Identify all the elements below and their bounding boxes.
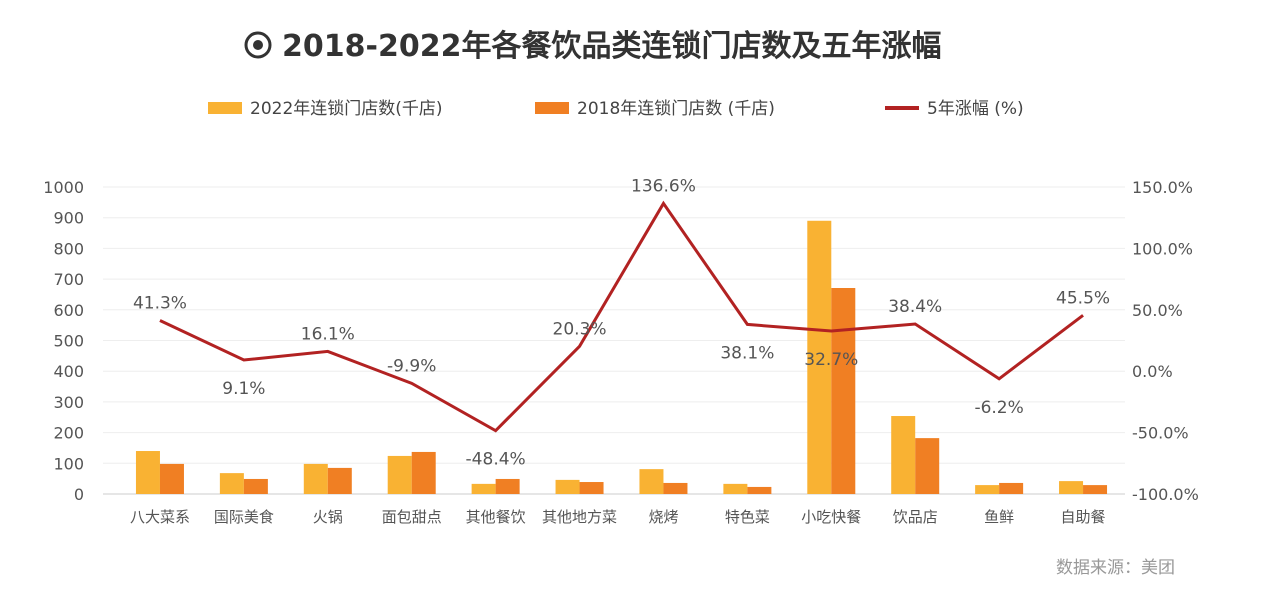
bar-2018 (159, 463, 184, 494)
bar-2018 (243, 478, 268, 494)
left-axis-tick-label: 700 (53, 270, 84, 289)
bar-2022 (723, 483, 748, 494)
growth-data-label: 38.1% (720, 343, 774, 363)
bar-2018 (999, 482, 1024, 494)
growth-data-label: 45.5% (1056, 288, 1110, 308)
bar-2022 (471, 483, 496, 494)
category-label: 烧烤 (648, 508, 678, 526)
bar-2022 (891, 416, 916, 494)
bar-2022 (555, 479, 580, 494)
bar-2022 (135, 451, 160, 494)
bar-2018 (411, 451, 436, 494)
bar-2022 (219, 473, 244, 494)
right-axis-tick-label: 150.0% (1132, 178, 1193, 197)
bar-2018 (495, 478, 520, 494)
growth-data-label: 136.6% (631, 176, 696, 196)
category-label: 其他餐饮 (466, 508, 526, 526)
bars (135, 220, 1108, 494)
bar-2018 (579, 482, 604, 494)
source-note: 数据来源：美团 (1056, 558, 1175, 578)
left-axis-tick-label: 400 (53, 362, 84, 381)
category-label: 小吃快餐 (801, 508, 861, 526)
category-label: 自助餐 (1061, 508, 1106, 526)
growth-data-label: -9.9% (387, 356, 436, 376)
legend-swatch-1 (535, 102, 569, 114)
left-axis-tick-label: 300 (53, 393, 84, 412)
bar-2022 (807, 220, 832, 494)
right-axis-tick-label: 100.0% (1132, 239, 1193, 258)
legend-swatch-0 (208, 102, 242, 114)
target-dot-icon (253, 40, 263, 50)
category-label: 火锅 (313, 508, 343, 526)
left-axis-tick-label: 900 (53, 209, 84, 228)
bar-2022 (387, 455, 412, 494)
left-axis-tick-label: 500 (53, 332, 84, 351)
bar-2018 (663, 482, 688, 494)
target-circle-icon (244, 31, 272, 59)
left-axis-tick-label: 800 (53, 239, 84, 258)
growth-data-label: 38.4% (888, 297, 942, 317)
growth-data-label: -6.2% (974, 398, 1023, 418)
growth-line-path (159, 200, 1084, 433)
category-label: 饮品店 (893, 508, 938, 526)
left-axis-tick-label: 100 (53, 454, 84, 473)
category-label: 其他地方菜 (542, 508, 617, 526)
bar-2018 (831, 288, 856, 494)
category-label: 特色菜 (725, 508, 770, 526)
legend: 2022年连锁门店数(千店) 2018年连锁门店数 (千店) 5年涨幅 (%) (208, 99, 1024, 119)
bar-2018 (747, 486, 772, 494)
bar-2022 (975, 485, 1000, 494)
growth-data-label: 20.3% (553, 319, 607, 339)
legend-label: 2022年连锁门店数(千店) (250, 99, 443, 119)
legend-label: 5年涨幅 (%) (927, 99, 1024, 119)
growth-data-label: 9.1% (222, 379, 265, 399)
growth-data-label: 41.3% (133, 293, 187, 313)
growth-data-label: 16.1% (301, 324, 355, 344)
right-axis-tick-label: 50.0% (1132, 301, 1183, 320)
axes: 0 100 200 300 400 500 600 700 800 900 1000 -100.0% -… (43, 178, 1199, 526)
left-axis-tick-label: 600 (53, 301, 84, 320)
category-label: 面包甜点 (382, 508, 442, 526)
category-label: 八大菜系 (130, 508, 190, 526)
bar-2022 (303, 463, 328, 494)
bar-2018 (327, 467, 352, 494)
left-axis-tick-label: 1000 (43, 178, 84, 197)
left-axis-tick-label: 200 (53, 424, 84, 443)
bar-2022 (639, 469, 664, 494)
right-axis-tick-label: -50.0% (1132, 424, 1189, 443)
category-label: 鱼鲜 (984, 508, 1014, 526)
bar-2022 (1059, 481, 1084, 494)
growth-data-label: 32.7% (804, 350, 858, 370)
gridlines (103, 186, 1125, 495)
right-axis-tick-label: -100.0% (1132, 485, 1199, 504)
chart-title: 2018-2022年各餐饮品类连锁门店数及五年涨幅 (282, 29, 941, 64)
growth-line: 41.3% 9.1% 16.1% -9.9% -48.4% 20.3% 136.6% 38.1… (133, 176, 1110, 469)
bar-2018 (1083, 485, 1108, 494)
chart-header: 2018-2022年各餐饮品类连锁门店数及五年涨幅 (244, 29, 941, 64)
left-axis-tick-label: 0 (74, 485, 84, 504)
category-label: 国际美食 (214, 508, 274, 526)
growth-data-label: -48.4% (466, 450, 526, 470)
right-axis-tick-label: 0.0% (1132, 362, 1173, 381)
legend-label: 2018年连锁门店数 (千店) (577, 99, 775, 119)
bar-2018 (915, 438, 940, 494)
